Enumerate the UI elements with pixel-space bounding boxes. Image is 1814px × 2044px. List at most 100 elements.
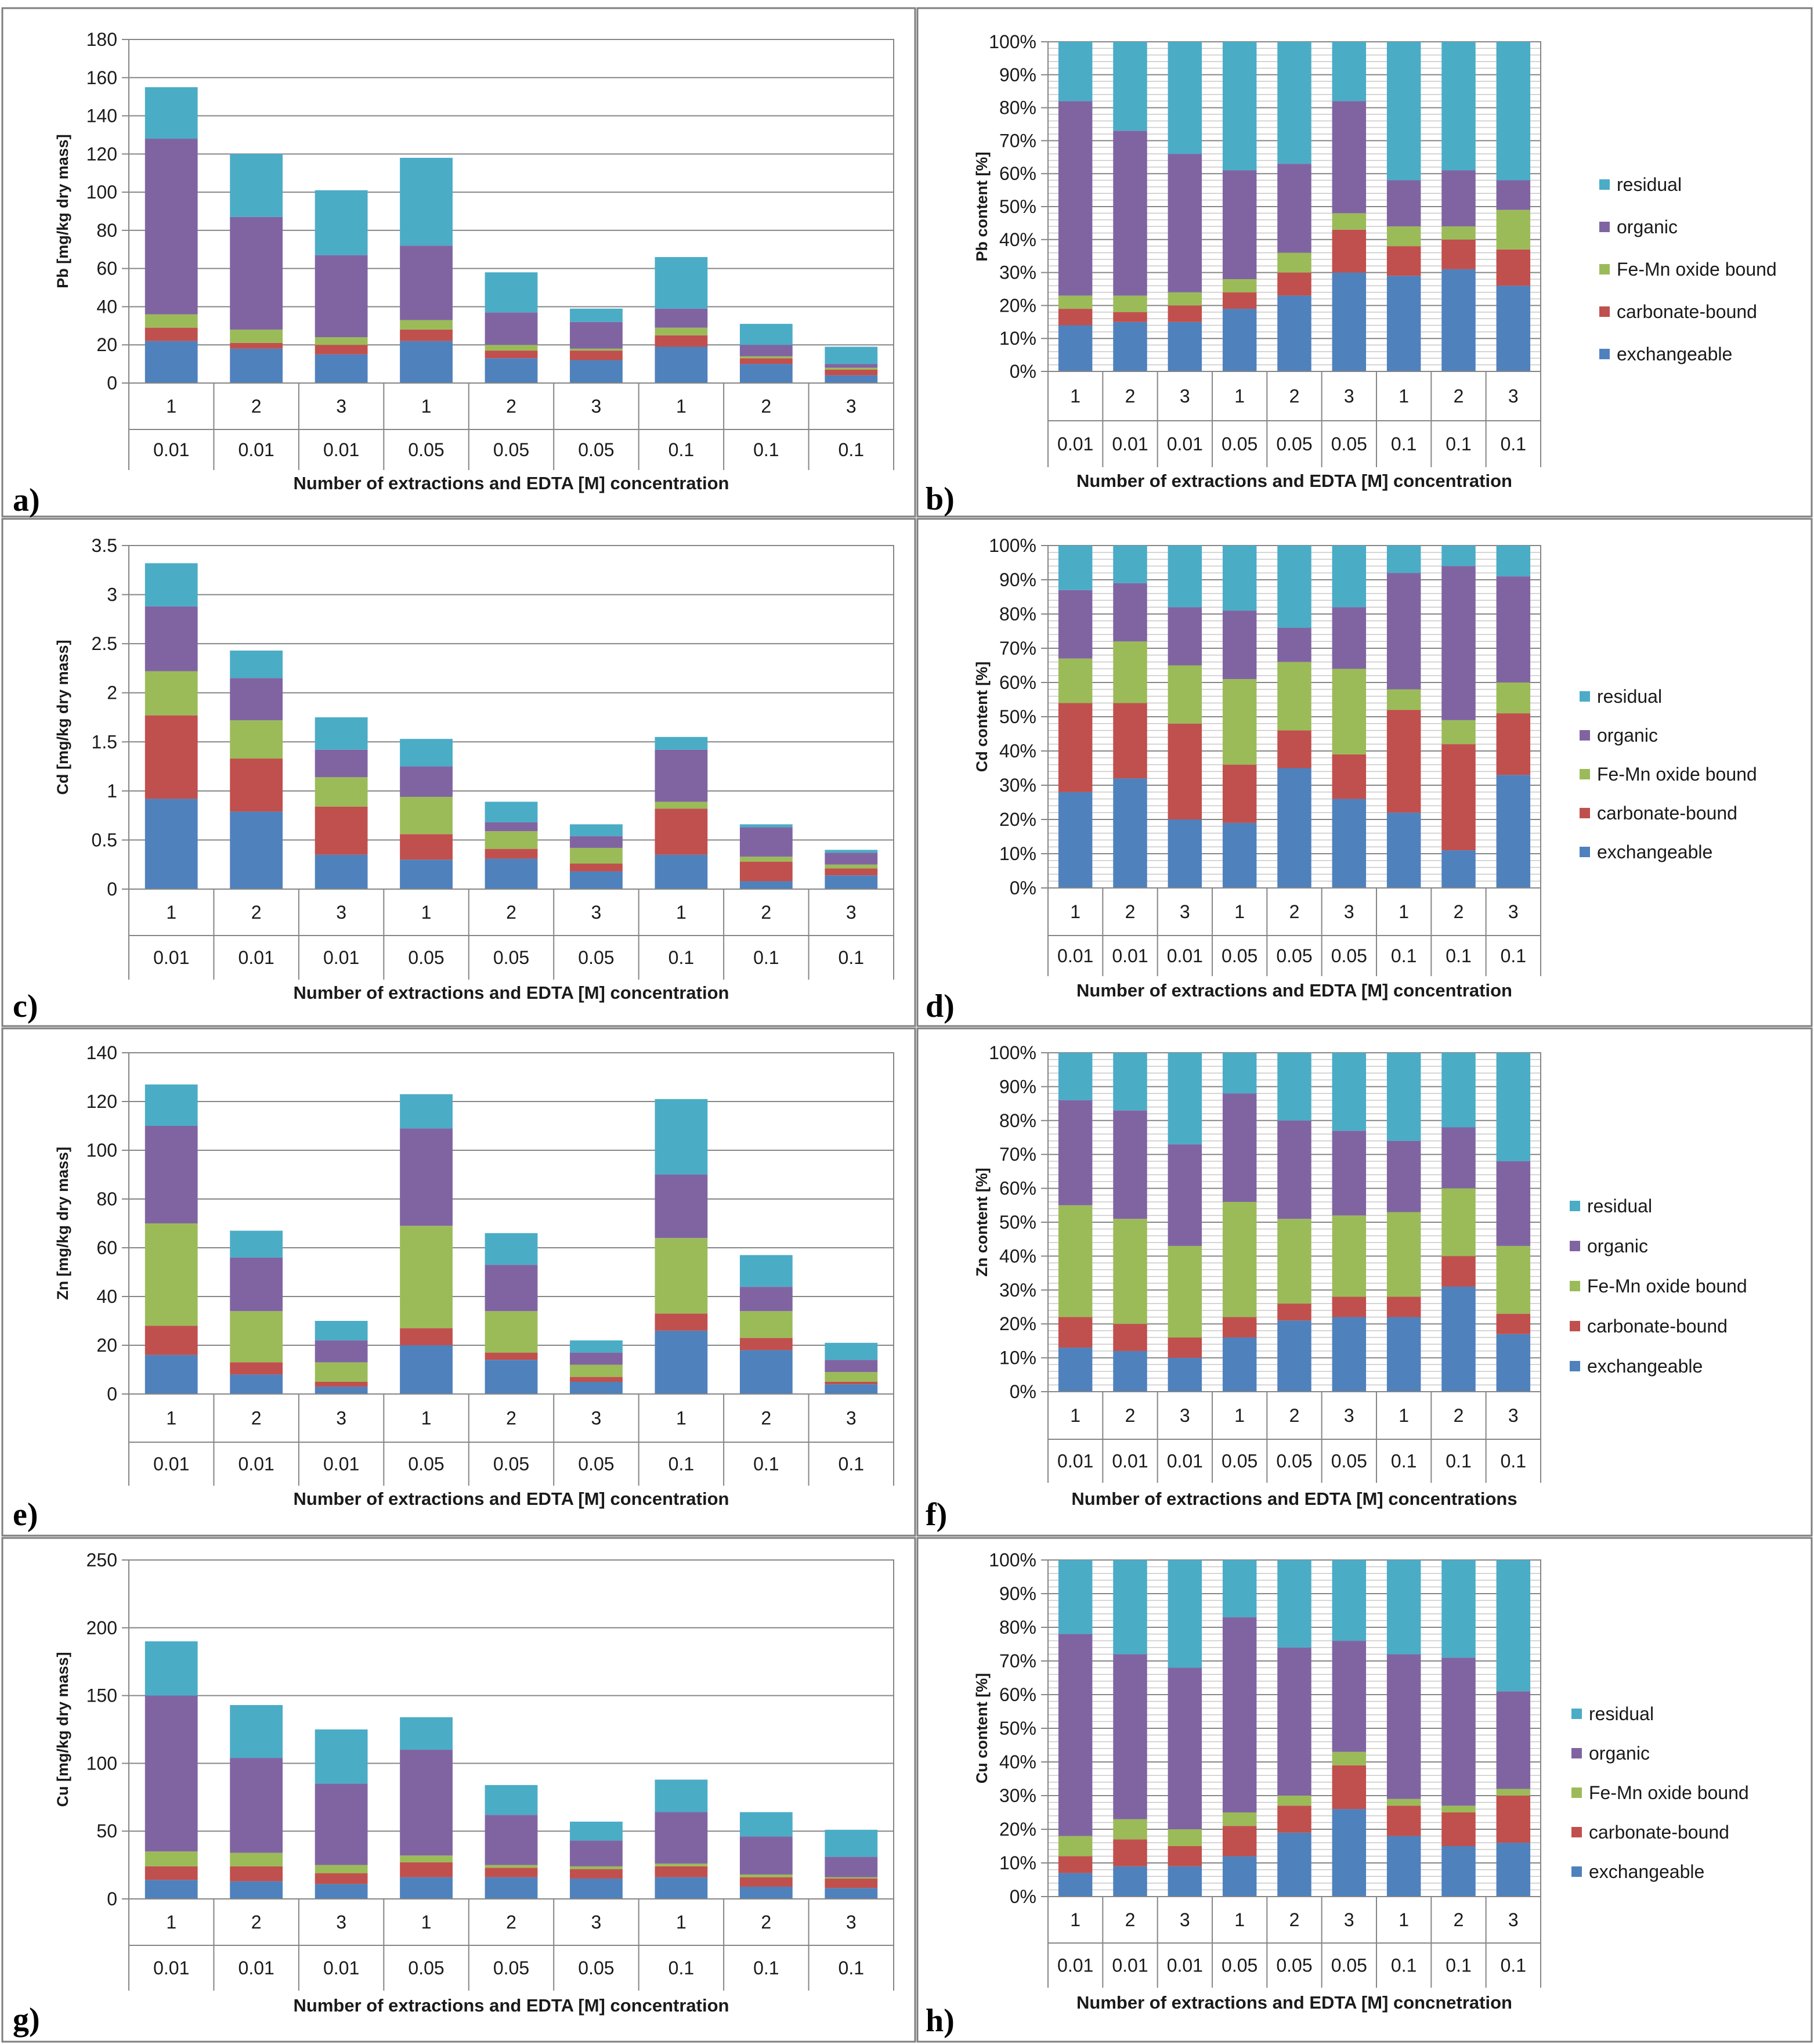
x-tick-label-extraction: 1 [1234, 1405, 1245, 1426]
bar-segment-residual [655, 257, 708, 309]
legend-label: organic [1617, 216, 1678, 237]
x-tick-label-concentration: 0.05 [1276, 1955, 1312, 1976]
bar-segment-fe-mn-oxide-bound [1441, 1188, 1476, 1256]
bar-segment-organic [570, 836, 623, 848]
x-tick-label-extraction: 3 [1180, 1909, 1190, 1930]
bar-segment-fe-mn-oxide-bound [1113, 1219, 1147, 1324]
bar-segment-carbonate-bound [1222, 764, 1257, 823]
bar-segment-residual [655, 1779, 708, 1812]
x-tick-label-concentration: 0.1 [668, 1454, 694, 1475]
x-tick-label-extraction: 2 [761, 902, 771, 923]
x-tick-label-concentration: 0.1 [1501, 945, 1526, 966]
bar-segment-fe-mn-oxide-bound [655, 1864, 708, 1866]
x-tick-label-extraction: 2 [1289, 1909, 1300, 1930]
bar-segment-fe-mn-oxide-bound [739, 1311, 793, 1338]
legend-swatch [1570, 1201, 1580, 1211]
x-tick-label-concentration: 0.05 [408, 439, 444, 460]
y-tick-label: 250 [86, 1550, 117, 1570]
x-tick-label-concentration: 0.1 [1446, 1451, 1471, 1472]
bar-segment-residual [230, 650, 283, 678]
bar-segment-residual [1113, 1053, 1147, 1111]
legend-label: organic [1589, 1743, 1650, 1764]
bar-segment-fe-mn-oxide-bound [1113, 1819, 1147, 1840]
y-tick-label: 20% [999, 809, 1036, 830]
y-tick-label: 30% [999, 1280, 1036, 1301]
bar-segment-organic [1441, 566, 1476, 720]
x-tick-label-extraction: 2 [1454, 1405, 1464, 1426]
legend-swatch [1599, 349, 1610, 359]
bar-segment-residual [1386, 546, 1421, 573]
x-tick-label-extraction: 2 [1289, 1405, 1300, 1426]
y-tick-label: 20 [96, 334, 117, 355]
x-tick-label-extraction: 3 [1180, 386, 1190, 407]
x-tick-label-extraction: 1 [676, 1912, 686, 1933]
bar-segment-residual [570, 1821, 623, 1841]
bar-segment-carbonate-bound [1386, 1805, 1421, 1836]
bar-segment-fe-mn-oxide-bound [1168, 292, 1202, 306]
bar-segment-fe-mn-oxide-bound [1332, 669, 1367, 754]
legend-label: exchangeable [1587, 1356, 1703, 1377]
bar-segment-organic [1277, 627, 1311, 662]
bar-segment-residual [570, 824, 623, 836]
bar-segment-carbonate-bound [570, 1377, 623, 1382]
x-tick-label-concentration: 0.05 [578, 1958, 614, 1978]
bar-segment-organic [1332, 607, 1367, 669]
y-tick-label: 60 [96, 1237, 117, 1258]
x-axis-title: Number of extractions and EDTA [M] conce… [294, 1489, 729, 1509]
bar-segment-carbonate-bound [1441, 1256, 1476, 1287]
bar-segment-residual [400, 1717, 453, 1750]
bar-segment-fe-mn-oxide-bound [315, 777, 368, 807]
bar-segment-carbonate-bound [230, 1362, 283, 1375]
bar-segment-exchangeable [1441, 269, 1476, 371]
bar-segment-exchangeable [400, 1877, 453, 1899]
y-tick-label: 180 [86, 29, 117, 50]
bar-segment-carbonate-bound [655, 1866, 708, 1877]
bar-segment-carbonate-bound [315, 1873, 368, 1884]
bar-segment-residual [655, 736, 708, 750]
y-tick-label: 20% [999, 1313, 1036, 1334]
y-tick-label: 90% [999, 1076, 1036, 1097]
y-tick-label: 10% [999, 328, 1036, 349]
bar-segment-fe-mn-oxide-bound [230, 1852, 283, 1866]
x-tick-label-concentration: 0.01 [239, 1454, 274, 1475]
bar-segment-fe-mn-oxide-bound [825, 864, 878, 869]
x-tick-label-concentration: 0.01 [1167, 434, 1203, 454]
bar-segment-fe-mn-oxide-bound [1222, 679, 1257, 765]
bar-segment-residual [144, 563, 198, 606]
x-tick-label-concentration: 0.05 [1222, 434, 1257, 454]
bar-segment-residual [739, 1255, 793, 1287]
legend-label: Fe-Mn oxide bound [1589, 1782, 1749, 1803]
y-tick-label: 20% [999, 295, 1036, 316]
y-tick-label: 0% [1010, 361, 1036, 382]
bar-segment-exchangeable [1386, 276, 1421, 371]
bar-segment-exchangeable [739, 1350, 793, 1394]
legend: residual organic Fe-Mn oxide bound carbonat… [1580, 686, 1757, 862]
bar-segment-fe-mn-oxide-bound [1058, 295, 1093, 309]
legend-swatch [1571, 1827, 1582, 1837]
x-tick-label-extraction: 1 [1234, 901, 1245, 922]
bar-segment-organic [400, 1128, 453, 1226]
bar-segment-residual [1277, 1053, 1311, 1121]
panel-label: d) [926, 988, 955, 1024]
x-tick-label-extraction: 1 [166, 1912, 176, 1933]
bar-segment-exchangeable [144, 1355, 198, 1394]
bar-segment-organic [825, 853, 878, 865]
bar-segment-residual [1496, 42, 1531, 180]
bar-segment-carbonate-bound [315, 345, 368, 355]
bar-segment-exchangeable [655, 854, 708, 889]
x-tick-label-concentration: 0.05 [1331, 1451, 1367, 1472]
bar-segment-fe-mn-oxide-bound [144, 1223, 198, 1326]
bar-segment-exchangeable [1332, 1317, 1367, 1392]
y-tick-label: 1.5 [92, 731, 117, 752]
bar-segment-exchangeable [315, 1884, 368, 1899]
bar-segment-exchangeable [485, 1877, 538, 1899]
bar-segment-exchangeable [825, 375, 878, 383]
y-tick-label: 100 [86, 1753, 117, 1774]
y-tick-label: 100 [86, 182, 117, 203]
x-tick-label-concentration: 0.05 [578, 947, 614, 968]
x-tick-label-extraction: 2 [1454, 901, 1464, 922]
x-tick-label-extraction: 1 [421, 902, 432, 923]
x-tick-label-concentration: 0.1 [1391, 1451, 1416, 1472]
bar-segment-exchangeable [655, 346, 708, 383]
x-tick-label-concentration: 0.1 [753, 947, 779, 968]
